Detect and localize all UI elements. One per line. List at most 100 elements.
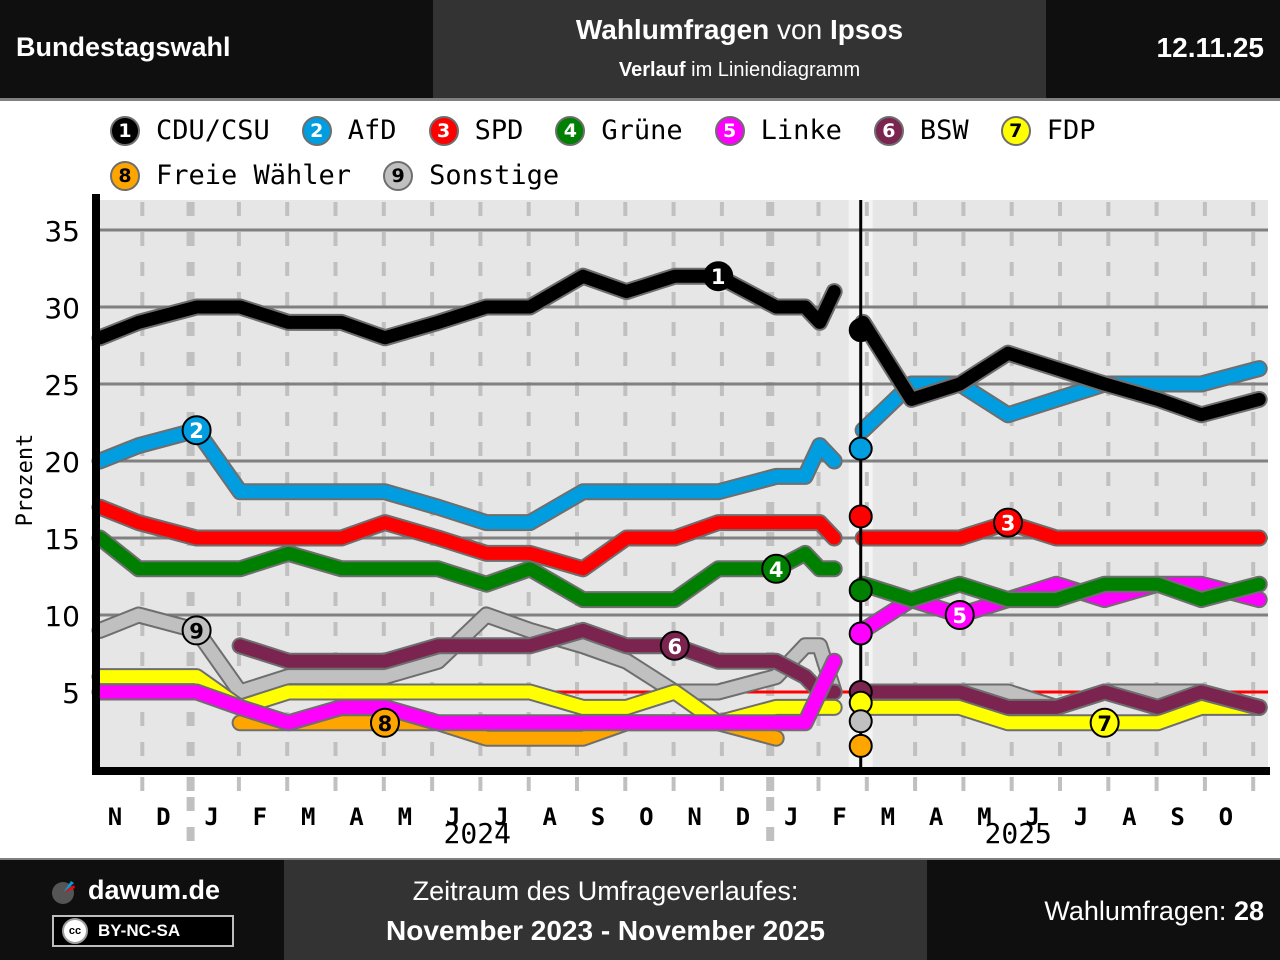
license-badge[interactable]: cc BY-NC-SA [52, 915, 234, 947]
legend-item: 2 AfD [301, 115, 397, 146]
y-axis-label: Prozent [13, 434, 38, 527]
series-line-linke [856, 577, 1266, 637]
x-month-label: D [156, 803, 170, 831]
x-month-label: A [929, 803, 944, 831]
legend-label: Freie Wähler [156, 160, 352, 191]
election-marker [848, 709, 873, 734]
series-label-badge [703, 261, 734, 292]
subtitle-bold: Verlauf [618, 59, 686, 81]
series-line-cducsu [93, 269, 841, 345]
chart-legend: 1 CDU/CSU 2 AfD 3 SPD 4 Grüne 5 Linke 6 BSW 7 FDP 8 Fr… [110, 108, 1260, 198]
series-label-badge [181, 415, 212, 446]
legend-badge: 6 [873, 115, 904, 146]
legend-row: 1 CDU/CSU 2 AfD 3 SPD 4 Grüne 5 Linke 6 BSW 7 FDP [110, 108, 1260, 153]
title-bold: Wahlumfragen [575, 14, 770, 45]
x-month-label: S [591, 803, 605, 831]
series-line-fdp [856, 700, 1266, 730]
legend-item: 6 BSW [873, 115, 969, 146]
poll-count: Wahlumfragen: 28 [1044, 896, 1264, 927]
x-month-label: F [253, 803, 267, 831]
x-month-label: O [1219, 803, 1233, 831]
legend-label: FDP [1046, 115, 1096, 146]
x-month-label: N [687, 803, 701, 831]
x-month-label: S [1170, 803, 1184, 831]
legend-badge: 7 [1000, 115, 1031, 146]
pie-logo-icon [52, 880, 75, 904]
x-month-label: A [1122, 803, 1137, 831]
legend-badge: 8 [110, 160, 140, 191]
legend-item: 5 Linke [714, 115, 842, 146]
legend-label: AfD [347, 115, 397, 146]
legend-label: SPD [474, 115, 524, 146]
election-marker [848, 621, 873, 646]
series-line-cducsu [856, 315, 1266, 422]
x-month-label: J [494, 803, 508, 831]
legend-label: Linke [760, 115, 842, 146]
y-tick-label: 15 [44, 523, 80, 556]
legend-item: 3 SPD [428, 115, 524, 146]
dawum-logo[interactable]: dawum.de [50, 875, 220, 906]
x-month-label: M [977, 803, 991, 831]
y-tick-label: 20 [44, 446, 80, 479]
legend-label: Sonstige [429, 160, 560, 191]
footer: dawum.de cc BY-NC-SA Zeitraum des Umfrag… [0, 860, 1280, 960]
date-label: 12.11.25 [1156, 32, 1264, 63]
x-month-label: F [832, 803, 846, 831]
x-month-label: A [542, 803, 557, 831]
legend-item: 9 Sonstige [383, 160, 559, 191]
period-value: November 2023 - November 2025 [386, 915, 825, 946]
subtitle-rest: im Liniendiagramm [685, 59, 861, 81]
series-line-afd [856, 362, 1266, 437]
legend-badge: 3 [428, 115, 459, 146]
header: Bundestagswahl Wahlumfragen von Ipsos Ve… [0, 0, 1280, 98]
series-label-badge [993, 507, 1024, 538]
creative-commons-icon: cc [62, 918, 88, 944]
series-label-badge [944, 600, 975, 630]
chart-subtitle: Verlauf im Liniendiagramm [433, 59, 1046, 82]
series-label-badge [1089, 707, 1120, 738]
series-label-number: 2 [189, 419, 204, 443]
series-line-spd [856, 516, 1266, 545]
legend-badge: 1 [110, 115, 140, 146]
chart-title: Wahlumfragen von Ipsos [433, 14, 1046, 46]
election-marker [848, 733, 873, 758]
x-year-label: 2025 [984, 817, 1051, 850]
y-tick-label: 35 [44, 215, 80, 248]
legend-badge: 4 [555, 115, 586, 146]
title-connector: von [769, 14, 830, 45]
election-title: Bundestagswahl [16, 32, 231, 62]
y-tick-label: 10 [44, 600, 80, 633]
legend-item: 1 CDU/CSU [110, 115, 270, 146]
series-label-badge [181, 615, 212, 646]
series-label-badge [369, 707, 400, 738]
x-month-label: N [108, 803, 122, 831]
series-line-afd [93, 423, 841, 530]
legend-label: BSW [919, 115, 969, 146]
series-label-number: 4 [769, 558, 784, 582]
series-label-badge [761, 553, 792, 584]
x-month-label: J [1025, 803, 1039, 831]
election-marker [848, 578, 873, 603]
election-marker [848, 318, 873, 343]
period-box: Zeitraum des Umfrageverlaufes: November … [284, 860, 927, 960]
x-month-label: A [349, 803, 364, 831]
x-month-label: J [204, 803, 218, 831]
license-text: BY-NC-SA [98, 921, 181, 940]
x-month-label: M [881, 803, 895, 831]
legend-item: 7 FDP [1000, 115, 1096, 146]
x-year-label: 2024 [444, 817, 511, 850]
x-month-label: J [784, 803, 798, 831]
institute-name: Ipsos [829, 14, 904, 45]
series-label-number: 7 [1097, 712, 1112, 736]
poll-count-label: Wahlumfragen: [1044, 896, 1234, 926]
series-line-spd [93, 500, 841, 576]
series-label-number: 5 [952, 604, 967, 628]
legend-label: CDU/CSU [156, 115, 270, 146]
election-marker [848, 436, 873, 461]
header-divider [0, 98, 1280, 101]
series-label-number: 9 [189, 619, 204, 643]
series-label-number: 1 [711, 265, 726, 289]
legend-badge: 5 [714, 115, 745, 146]
x-month-label: J [1074, 803, 1088, 831]
header-center: Wahlumfragen von Ipsos Verlauf im Linien… [433, 0, 1046, 98]
